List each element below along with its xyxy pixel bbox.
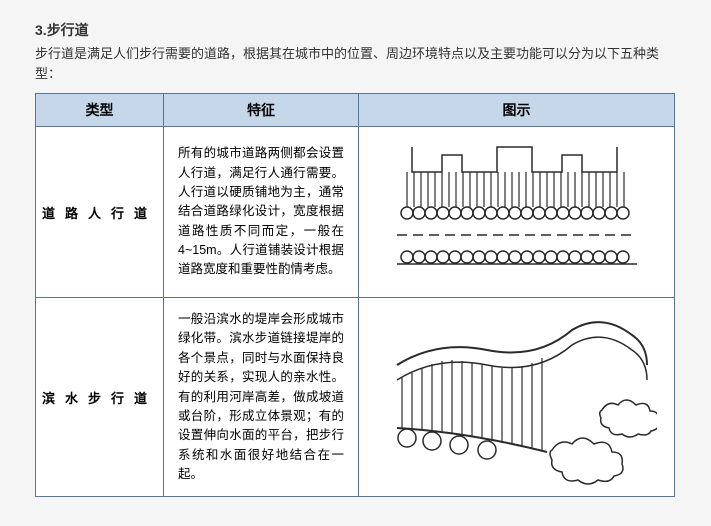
table-row: 滨水步行道 一般沿滨水的堤岸会形成城市绿化带。滨水步道链接堤岸的各个景点，同时与… [36, 298, 675, 497]
type-label: 道路人行道 [42, 203, 157, 222]
waterfront-walkway-sketch [377, 310, 657, 485]
header-type: 类型 [36, 94, 164, 127]
table-header-row: 类型 特征 图示 [36, 94, 675, 127]
type-label: 滨水步行道 [42, 388, 157, 407]
illustration-cell [359, 298, 675, 497]
section-intro: 步行道是满足人们步行需要的道路，根据其在城市中的位置、周边环境特点以及主要功能可… [35, 44, 676, 83]
section-title-text: 步行道 [47, 22, 89, 38]
road-sidewalk-sketch [377, 137, 657, 287]
type-cell-road: 道路人行道 [36, 127, 164, 298]
header-feature: 特征 [164, 94, 359, 127]
section-title: 3.步行道 [35, 20, 676, 40]
table-row: 道路人行道 所有的城市道路两侧都会设置人行道，满足行人通行需要。人行道以硬质铺地… [36, 127, 675, 298]
illustration-cell [359, 127, 675, 298]
section-number: 3. [35, 22, 47, 38]
feature-cell: 一般沿滨水的堤岸会形成城市绿化带。滨水步道链接堤岸的各个景点，同时与水面保持良好… [164, 298, 359, 497]
feature-cell: 所有的城市道路两侧都会设置人行道，满足行人通行需要。人行道以硬质铺地为主，通常结… [164, 127, 359, 298]
header-illustration: 图示 [359, 94, 675, 127]
walkway-types-table: 类型 特征 图示 道路人行道 所有的城市道路两侧都会设置人行道，满足行人通行需要… [35, 93, 675, 497]
type-cell-waterfront: 滨水步行道 [36, 298, 164, 497]
